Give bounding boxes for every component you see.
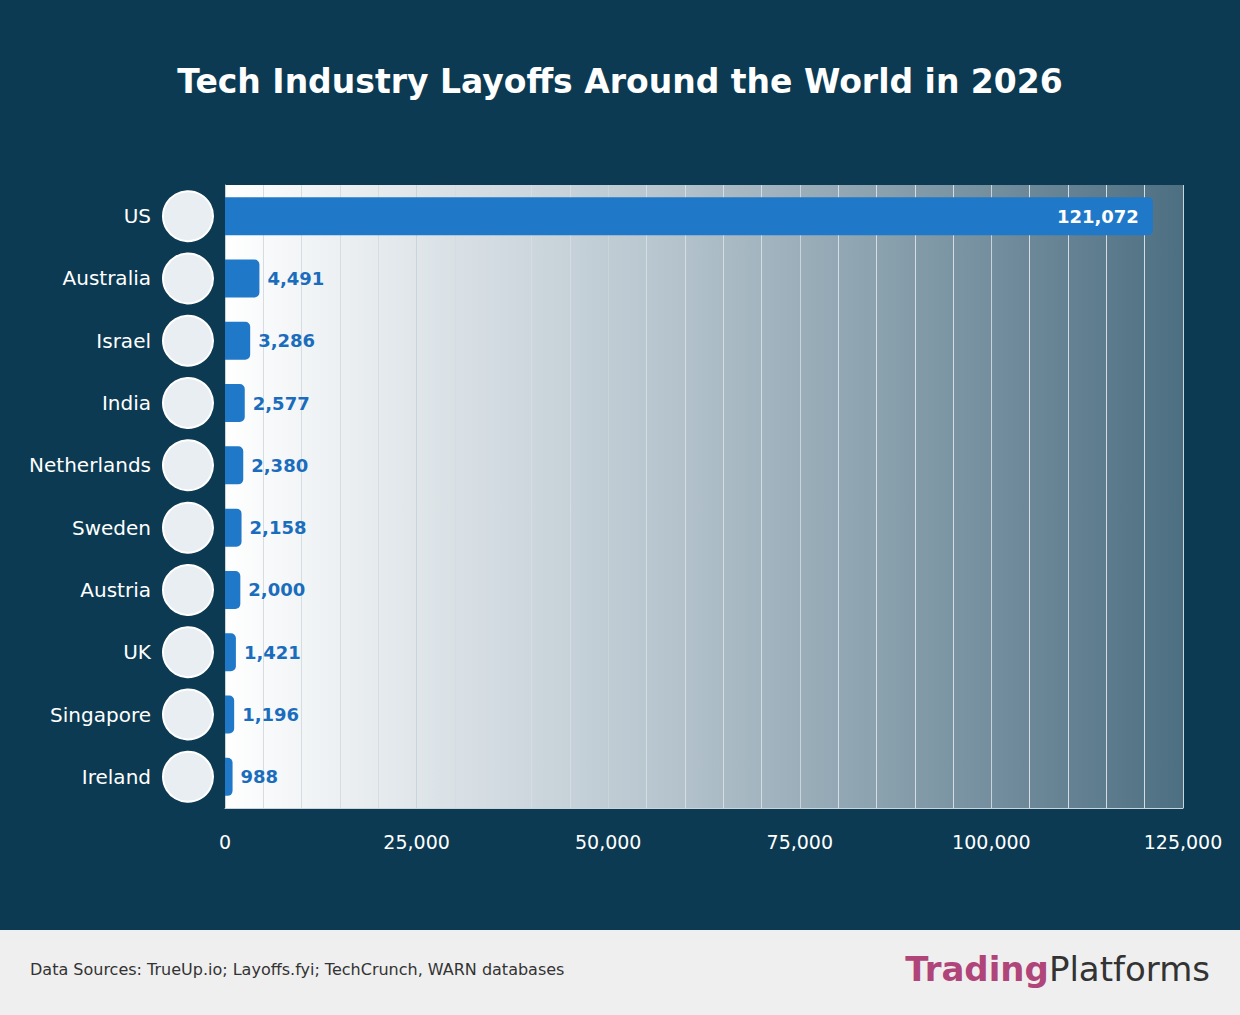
svg-text:0: 0 — [219, 831, 231, 853]
svg-text:Australia: Australia — [63, 266, 151, 290]
svg-text:Data Sources: TrueUp.io; Layof: Data Sources: TrueUp.io; Layoffs.fyi; Te… — [30, 960, 564, 979]
svg-text:India: India — [102, 391, 151, 415]
svg-text:Israel: Israel — [96, 329, 151, 353]
svg-text:50,000: 50,000 — [575, 831, 641, 853]
svg-text:UK: UK — [123, 640, 152, 664]
svg-text:Sweden: Sweden — [72, 516, 151, 540]
svg-text:4,491: 4,491 — [267, 268, 324, 289]
svg-text:Tech Industry Layoffs Around t: Tech Industry Layoffs Around the World i… — [177, 62, 1062, 101]
svg-text:Austria: Austria — [80, 578, 151, 602]
svg-text:Platforms: Platforms — [1049, 949, 1210, 989]
svg-text:Singapore: Singapore — [50, 703, 151, 727]
svg-text:Ireland: Ireland — [82, 765, 151, 789]
svg-text:US: US — [124, 204, 151, 228]
svg-text:121,072: 121,072 — [1057, 206, 1139, 227]
svg-text:100,000: 100,000 — [952, 831, 1031, 853]
svg-text:75,000: 75,000 — [767, 831, 833, 853]
svg-text:Netherlands: Netherlands — [29, 453, 151, 477]
svg-text:3,286: 3,286 — [258, 330, 315, 351]
svg-text:Trading: Trading — [905, 949, 1049, 989]
svg-text:2,380: 2,380 — [251, 455, 308, 476]
svg-text:988: 988 — [241, 766, 279, 787]
svg-text:2,000: 2,000 — [248, 579, 305, 600]
svg-text:1,421: 1,421 — [244, 642, 301, 663]
svg-text:1,196: 1,196 — [242, 704, 299, 725]
svg-text:2,158: 2,158 — [250, 517, 307, 538]
svg-text:25,000: 25,000 — [383, 831, 449, 853]
svg-text:2,577: 2,577 — [253, 393, 310, 414]
svg-text:125,000: 125,000 — [1144, 831, 1223, 853]
